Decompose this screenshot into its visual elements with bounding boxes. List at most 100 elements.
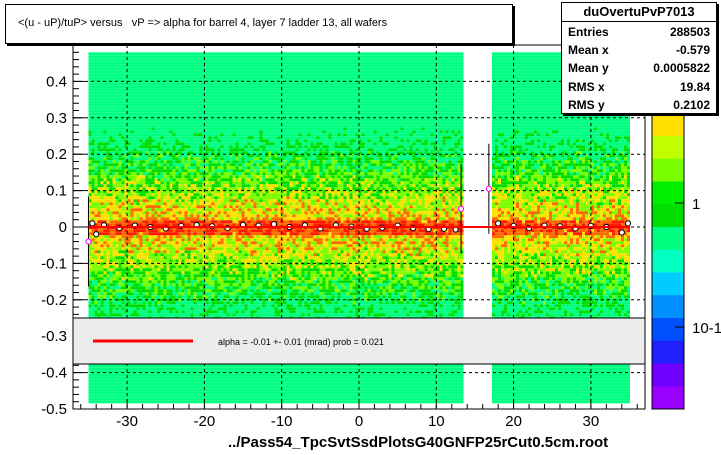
heatmap-cell: [208, 91, 212, 95]
heatmap-cell: [193, 178, 197, 182]
heatmap-cell: [109, 55, 113, 59]
heatmap-cell: [124, 133, 128, 137]
heatmap-cell: [136, 232, 140, 236]
heatmap-cell: [97, 397, 101, 401]
heatmap-cell: [196, 115, 200, 119]
heatmap-cell: [139, 382, 143, 386]
heatmap-cell: [190, 256, 194, 260]
heatmap-cell: [130, 106, 134, 110]
heatmap-cell: [109, 379, 113, 383]
heatmap-cell: [205, 103, 209, 107]
heatmap-cell: [151, 94, 155, 98]
heatmap-cell: [109, 286, 113, 290]
heatmap-cell: [100, 196, 104, 200]
heatmap-cell: [163, 379, 167, 383]
heatmap-cell: [97, 169, 101, 173]
heatmap-cell: [139, 61, 143, 65]
heatmap-cell: [130, 220, 134, 224]
heatmap-cell: [199, 256, 203, 260]
heatmap-cell: [112, 400, 116, 404]
heatmap-cell: [115, 265, 119, 269]
heatmap-cell: [121, 301, 125, 305]
heatmap-cell: [127, 268, 131, 272]
heatmap-cell: [133, 394, 137, 398]
heatmap-cell: [196, 55, 200, 59]
heatmap-cell: [148, 142, 152, 146]
heatmap-cell: [142, 259, 146, 263]
heatmap-cell: [145, 61, 149, 65]
heatmap-cell: [211, 109, 215, 113]
heatmap-cell: [94, 67, 98, 71]
heatmap-cell: [127, 142, 131, 146]
heatmap-cell: [181, 376, 185, 380]
heatmap-cell: [193, 241, 197, 245]
heatmap-cell: [190, 127, 194, 131]
heatmap-cell: [187, 121, 191, 125]
heatmap-cell: [127, 64, 131, 68]
heatmap-cell: [163, 367, 167, 371]
heatmap-cell: [112, 82, 116, 86]
heatmap-cell: [178, 397, 182, 401]
heatmap-cell: [145, 295, 149, 299]
heatmap-cell: [166, 241, 170, 245]
heatmap-cell: [100, 304, 104, 308]
heatmap-cell: [136, 235, 140, 239]
heatmap-cell: [130, 307, 134, 311]
heatmap-cell: [115, 256, 119, 260]
heatmap-cell: [124, 112, 128, 116]
heatmap-cell: [121, 163, 125, 167]
heatmap-cell: [133, 196, 137, 200]
heatmap-cell: [103, 271, 107, 275]
heatmap-cell: [160, 247, 164, 251]
heatmap-cell: [112, 133, 116, 137]
heatmap-cell: [148, 73, 152, 77]
heatmap-cell: [205, 238, 209, 242]
heatmap-cell: [91, 265, 95, 269]
heatmap-cell: [184, 58, 188, 62]
heatmap-cell: [136, 145, 140, 149]
heatmap-cell: [142, 61, 146, 65]
heatmap-cell: [196, 151, 200, 155]
heatmap-cell: [166, 397, 170, 401]
heatmap-cell: [205, 106, 209, 110]
heatmap-cell: [88, 256, 92, 260]
heatmap-cell: [214, 256, 218, 260]
heatmap-cell: [97, 85, 101, 89]
heatmap-cell: [115, 124, 119, 128]
heatmap-cell: [190, 385, 194, 389]
heatmap-cell: [175, 238, 179, 242]
heatmap-cell: [109, 163, 113, 167]
heatmap-cell: [121, 190, 125, 194]
heatmap-cell: [103, 292, 107, 296]
heatmap-cell: [97, 187, 101, 191]
heatmap-cell: [190, 220, 194, 224]
heatmap-cell: [214, 202, 218, 206]
heatmap-cell: [88, 268, 92, 272]
heatmap-cell: [148, 124, 152, 128]
heatmap-cell: [106, 193, 110, 197]
heatmap-cell: [178, 232, 182, 236]
heatmap-cell: [118, 121, 122, 125]
heatmap-cell: [193, 157, 197, 161]
heatmap-cell: [154, 397, 158, 401]
heatmap-cell: [151, 211, 155, 215]
heatmap-cell: [88, 190, 92, 194]
heatmap-cell: [181, 379, 185, 383]
heatmap-cell: [145, 58, 149, 62]
heatmap-cell: [139, 256, 143, 260]
heatmap-cell: [208, 154, 212, 158]
heatmap-cell: [115, 154, 119, 158]
heatmap-cell: [196, 103, 200, 107]
heatmap-cell: [184, 118, 188, 122]
heatmap-cell: [106, 382, 110, 386]
heatmap-cell: [112, 397, 116, 401]
heatmap-cell: [118, 154, 122, 158]
heatmap-cell: [109, 382, 113, 386]
heatmap-cell: [133, 199, 137, 203]
heatmap-cell: [115, 364, 119, 368]
heatmap-cell: [175, 232, 179, 236]
heatmap-cell: [172, 214, 176, 218]
heatmap-cell: [106, 187, 110, 191]
heatmap-cell: [115, 307, 119, 311]
heatmap-cell: [199, 394, 203, 398]
